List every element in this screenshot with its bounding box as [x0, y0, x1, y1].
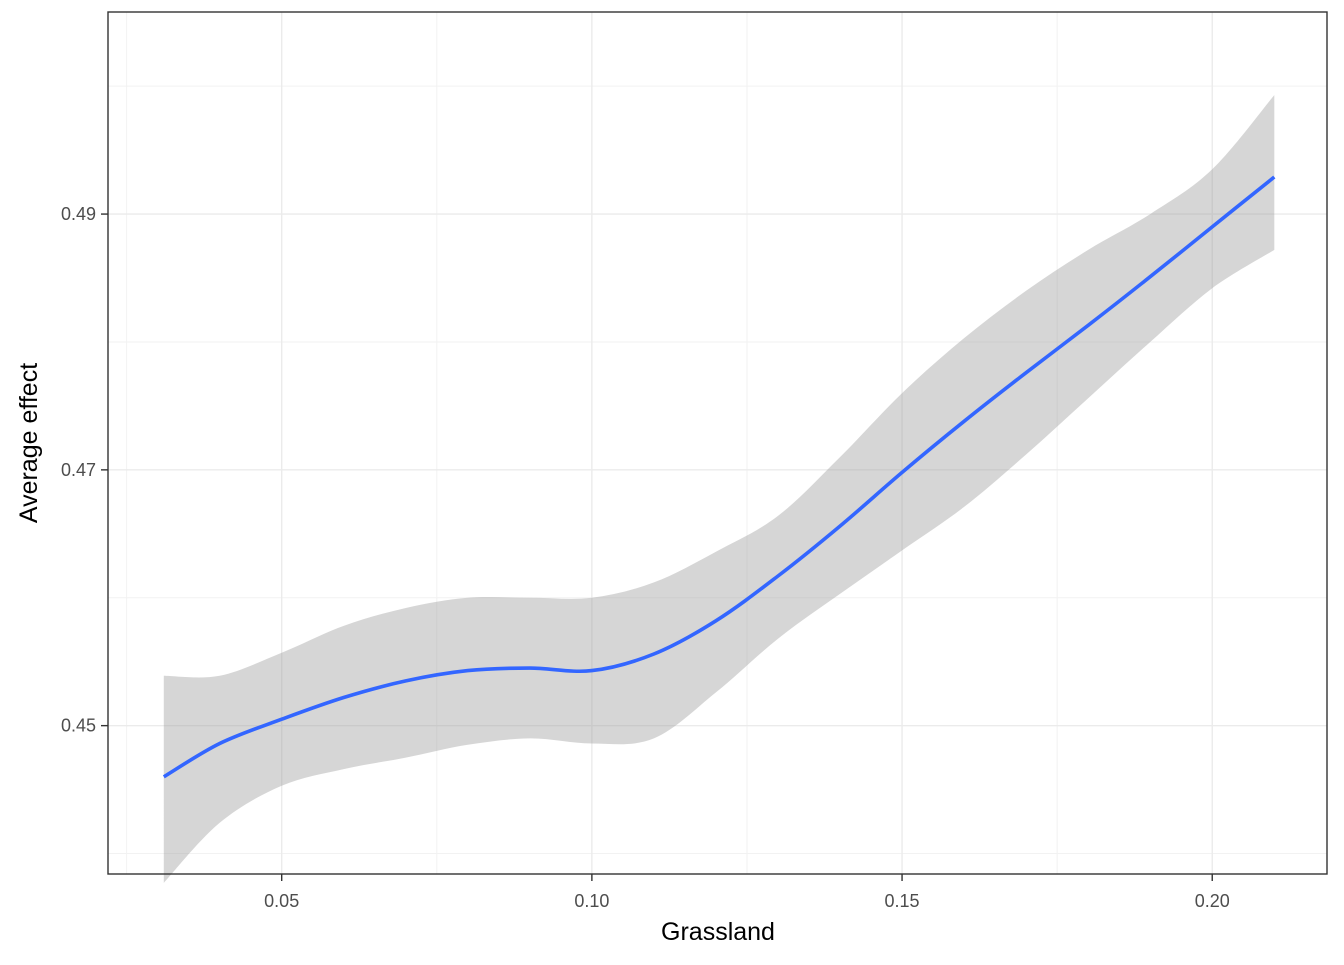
grid-minor	[108, 12, 1327, 874]
y-tick-label: 0.45	[61, 716, 96, 736]
grid-major	[108, 12, 1327, 874]
x-tick-label: 0.10	[574, 891, 609, 911]
y-tick-label: 0.49	[61, 204, 96, 224]
tick-labels: 0.05 0.10 0.15 0.20 0.45 0.47 0.49	[61, 204, 1230, 911]
plot-background	[108, 12, 1327, 874]
fit-line	[162, 175, 1276, 779]
x-tick-label: 0.05	[264, 891, 299, 911]
plot-panel-border	[107, 11, 1328, 875]
series-layer	[162, 95, 1276, 884]
y-axis-title: Average effect	[15, 363, 43, 523]
confidence-band	[163, 95, 1275, 884]
y-tick-label: 0.47	[61, 460, 96, 480]
x-axis-title: Grassland	[661, 918, 775, 946]
x-tick-label: 0.15	[885, 891, 920, 911]
x-tick-label: 0.20	[1195, 891, 1230, 911]
axis-ticks	[101, 213, 1213, 881]
